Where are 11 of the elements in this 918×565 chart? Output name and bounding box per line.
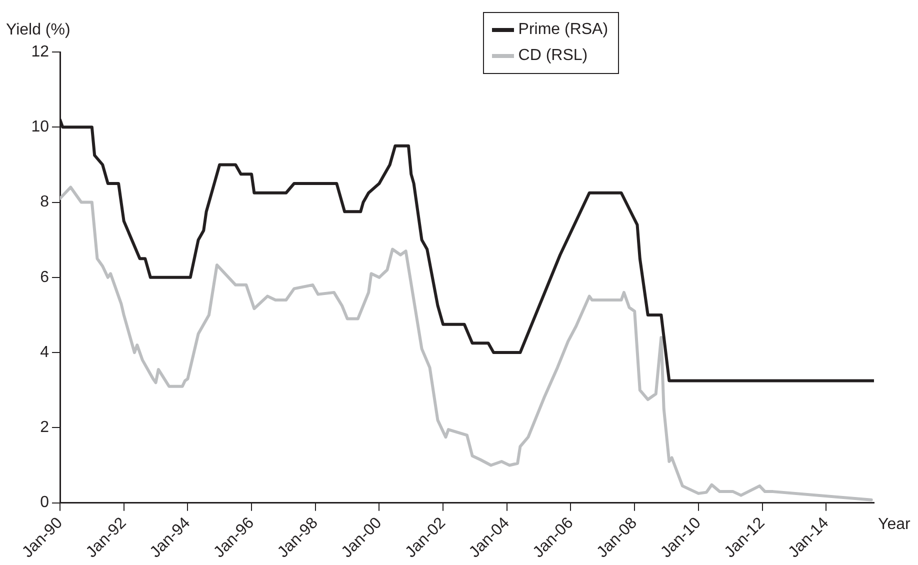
legend-label: CD (RSL) xyxy=(518,47,588,65)
y-tick-label: 6 xyxy=(40,268,50,286)
y-tick-label: 8 xyxy=(40,194,50,211)
y-axis-title: Yield (%) xyxy=(6,21,70,38)
y-tick-label: 0 xyxy=(40,494,50,512)
legend-label: Prime (RSA) xyxy=(518,21,608,39)
y-tick-label: 12 xyxy=(31,43,50,60)
x-axis-title: Year xyxy=(878,516,911,534)
y-tick-label: 4 xyxy=(40,344,50,361)
y-tick-label: 10 xyxy=(31,118,50,136)
y-tick-label: 2 xyxy=(40,419,50,436)
